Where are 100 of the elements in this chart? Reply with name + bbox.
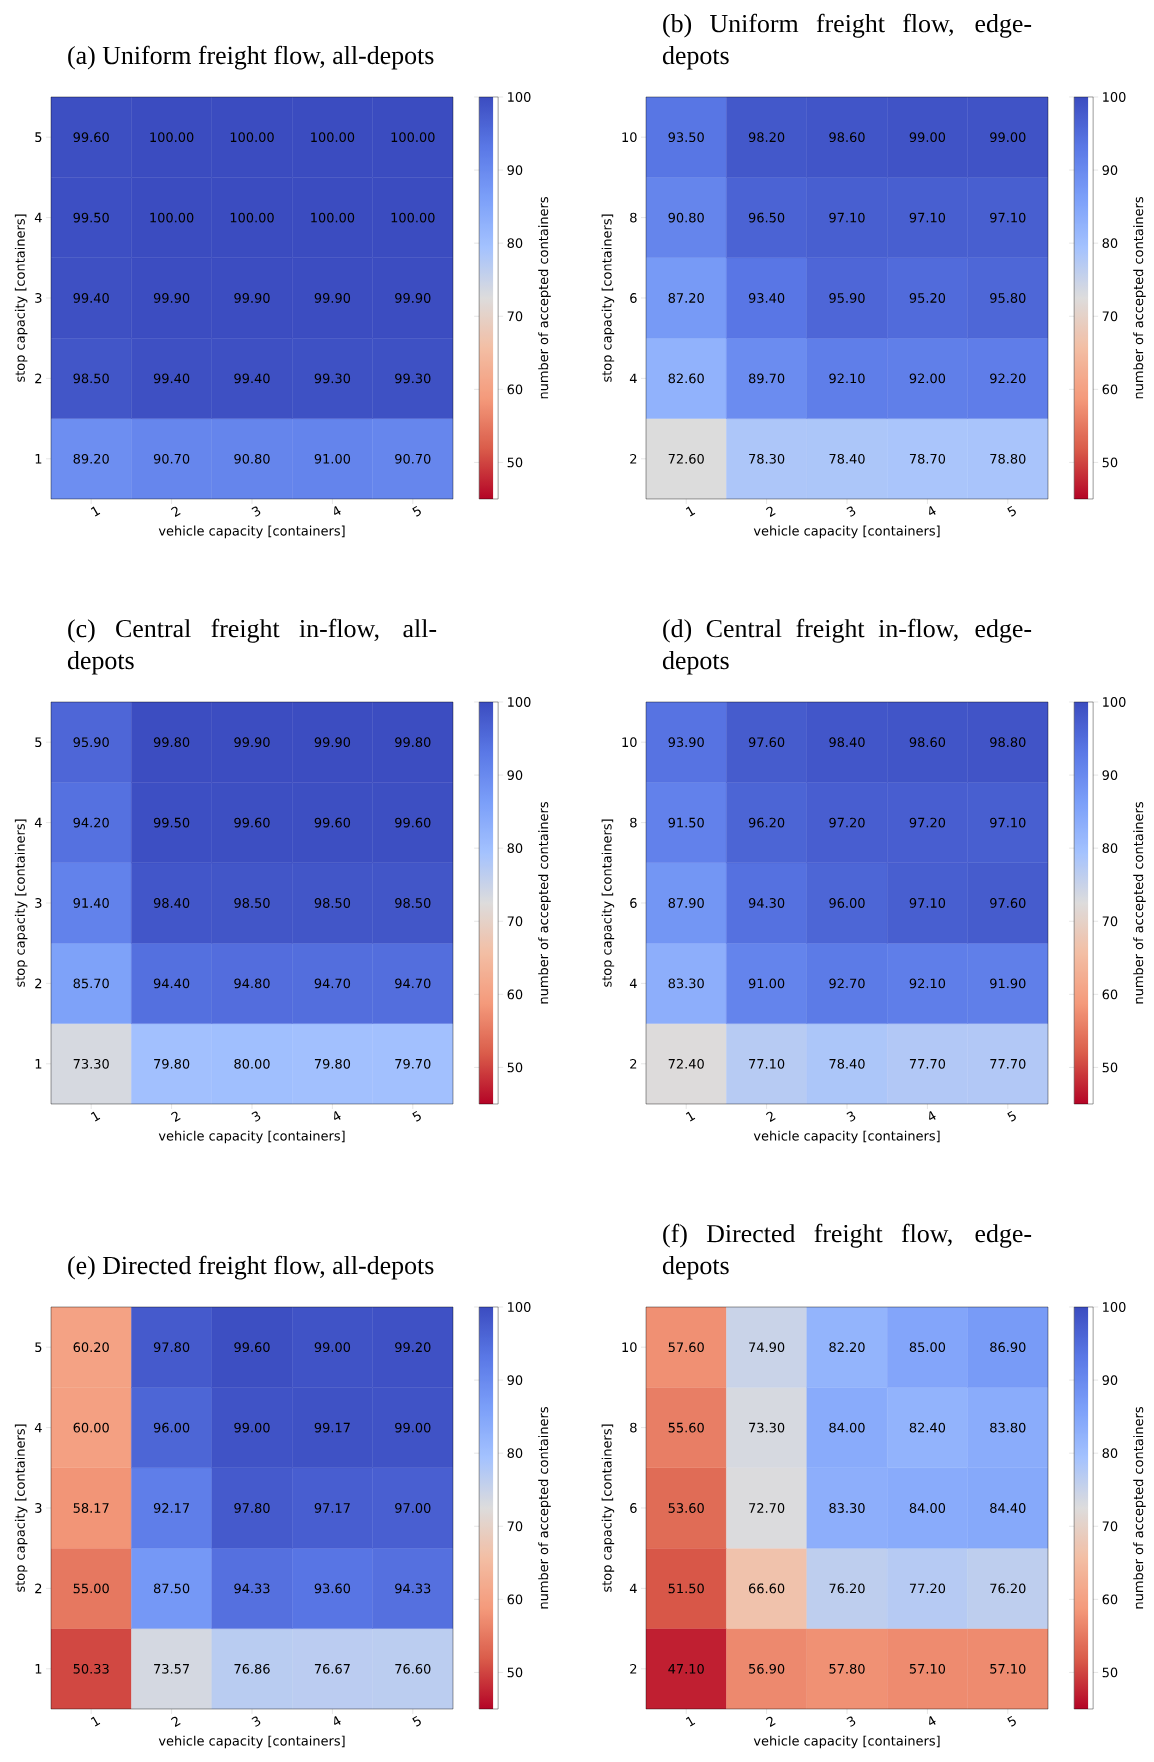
color-bar-label: 80 [1102, 1448, 1118, 1459]
data-label: 73.30 [749, 1422, 785, 1433]
data-label: 51.50 [668, 1583, 704, 1594]
chart-title: (d) Central freight in-flow, edge-depots [662, 618, 1032, 675]
x-tick-label: 4 [929, 506, 936, 516]
color-bar-label: 90 [507, 770, 523, 780]
y-tick-label: 4 [629, 978, 637, 989]
data-label: 98.80 [990, 737, 1026, 748]
x-tick-label: 2 [766, 506, 776, 517]
data-label: 84.00 [909, 1503, 946, 1513]
data-label: 97.10 [990, 212, 1026, 223]
y-tick-label: 3 [35, 293, 42, 303]
data-label: 98.50 [73, 373, 109, 384]
data-label: 99.50 [153, 817, 190, 828]
data-label: 78.80 [990, 453, 1026, 464]
data-label: 55.60 [668, 1422, 704, 1433]
y-tick-label: 3 [35, 1503, 42, 1513]
color-bar-label: 90 [1102, 770, 1118, 780]
y-tick-label: 3 [35, 898, 42, 908]
color-bar-label: 50 [507, 1062, 523, 1073]
data-label: 79.70 [395, 1058, 431, 1069]
data-label: 91.40 [73, 898, 109, 908]
y-tick-label: 10 [622, 132, 637, 143]
data-label: 92.20 [990, 373, 1026, 384]
data-label: 97.60 [990, 898, 1026, 908]
color-bar-label: 90 [507, 1375, 523, 1385]
data-label: 84.00 [829, 1422, 865, 1433]
data-label: 99.90 [395, 293, 431, 303]
color-bar-label: 90 [507, 165, 523, 175]
data-label: 74.90 [749, 1342, 785, 1353]
color-bar-title: number of accepted containers [538, 1407, 551, 1609]
data-label: 92.10 [909, 978, 946, 989]
data-label: 85.00 [909, 1342, 946, 1353]
data-label: 76.67 [314, 1663, 350, 1674]
x-tick-label: 5 [412, 1715, 421, 1727]
y-tick-label: 5 [35, 1342, 42, 1353]
data-label: 97.10 [829, 212, 865, 223]
data-label: 55.00 [73, 1583, 109, 1594]
data-label: 83.30 [829, 1503, 865, 1513]
data-label: 99.40 [153, 373, 190, 384]
color-bar-label: 80 [507, 238, 523, 249]
data-label: 95.80 [990, 293, 1026, 303]
data-label: 94.80 [234, 978, 270, 989]
color-bar-label: 70 [1102, 916, 1118, 927]
data-label: 57.10 [909, 1663, 946, 1674]
data-label: 57.10 [990, 1663, 1026, 1674]
color-bar-label: 100 [508, 1302, 531, 1312]
data-label: 91.50 [668, 817, 704, 828]
y-tick-label: 4 [629, 1583, 637, 1594]
x-tick-label: 1 [90, 1716, 101, 1727]
data-label: 94.30 [748, 898, 785, 908]
data-label: 96.50 [748, 212, 785, 223]
data-label: 80.00 [234, 1058, 270, 1069]
color-bar-label: 80 [1102, 843, 1118, 854]
data-label: 96.00 [829, 898, 865, 908]
data-label: 78.70 [909, 453, 946, 464]
color-bar-label: 90 [1102, 165, 1118, 175]
data-label: 82.40 [909, 1422, 946, 1433]
data-label: 78.40 [829, 453, 865, 464]
data-label: 100.00 [230, 132, 274, 143]
data-label: 99.40 [73, 293, 109, 303]
x-axis-title: vehicle capacity [containers] [158, 1735, 345, 1749]
data-label: 50.33 [73, 1663, 109, 1674]
color-bar-label: 70 [1102, 1521, 1118, 1532]
y-tick-label: 4 [34, 1422, 42, 1433]
data-label: 93.40 [748, 293, 785, 303]
x-tick-label: 2 [766, 1111, 776, 1122]
data-label: 99.60 [395, 817, 431, 828]
data-label: 60.20 [73, 1342, 109, 1353]
data-label: 90.70 [395, 453, 431, 464]
data-label: 99.00 [395, 1422, 431, 1433]
x-tick-label: 1 [90, 506, 101, 517]
data-label: 99.90 [234, 293, 270, 303]
y-tick-label: 8 [630, 1422, 637, 1433]
data-label: 99.17 [314, 1422, 350, 1433]
x-tick-label: 1 [685, 1111, 696, 1122]
data-label: 72.60 [668, 453, 704, 464]
data-label: 90.80 [234, 453, 270, 464]
x-tick-label: 1 [90, 1111, 101, 1122]
data-label: 100.00 [230, 212, 274, 223]
data-label: 100.00 [150, 132, 194, 143]
x-tick-label: 2 [170, 1716, 181, 1727]
y-tick-label: 1 [35, 454, 42, 464]
data-label: 99.50 [73, 212, 109, 223]
data-label: 97.60 [748, 737, 785, 748]
data-label: 77.70 [909, 1058, 946, 1069]
data-label: 85.70 [73, 978, 109, 989]
y-tick-label: 8 [630, 817, 637, 828]
color-bar-label: 70 [507, 1521, 523, 1532]
data-label: 60.00 [73, 1422, 109, 1433]
color-bar-label: 80 [1102, 238, 1118, 249]
data-label: 99.40 [234, 373, 270, 384]
y-tick-label: 5 [35, 132, 42, 142]
x-tick-label: 2 [170, 506, 181, 517]
chart-title: (f) Directed freight flow, edge-depots [662, 1223, 1032, 1280]
data-label: 47.10 [668, 1663, 704, 1674]
data-label: 73.30 [73, 1058, 109, 1069]
data-label: 97.20 [909, 817, 946, 828]
color-bar-label: 80 [507, 1448, 523, 1459]
data-label: 94.33 [234, 1583, 270, 1594]
